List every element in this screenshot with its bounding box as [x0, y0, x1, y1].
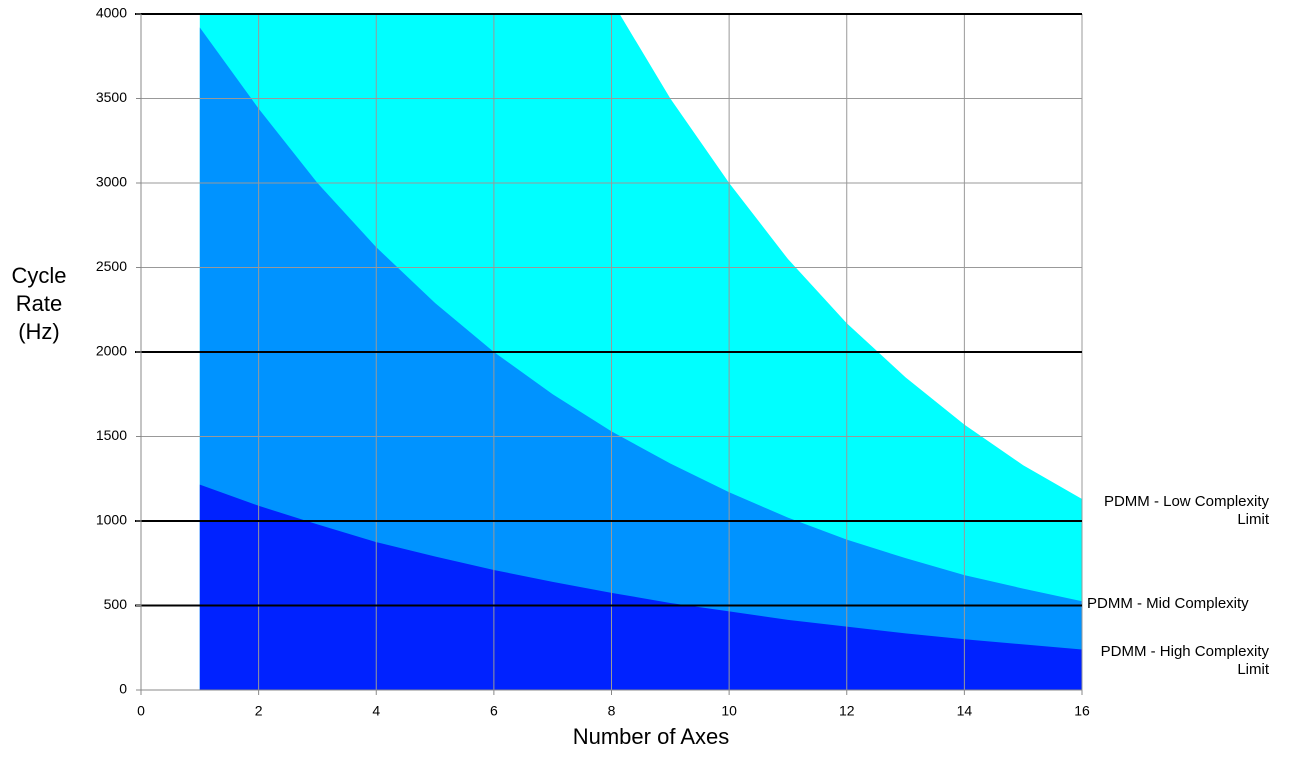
area [199, 484, 1082, 690]
series-label: PDMM - Mid Complexity [1087, 595, 1249, 613]
areas [199, 14, 1082, 690]
x-tick-label: 4 [372, 703, 380, 719]
y-tick-label: 2500 [96, 258, 127, 274]
x-tick-label: 10 [721, 703, 737, 719]
x-tick-label: 2 [255, 703, 263, 719]
x-tick-label: 12 [839, 703, 855, 719]
y-tick-label: 500 [104, 596, 128, 612]
x-tick-label: 0 [137, 703, 145, 719]
grid [135, 13, 1083, 691]
y-tick-label: 1000 [96, 512, 127, 528]
x-tick-label: 16 [1074, 703, 1090, 719]
x-tick-label: 6 [490, 703, 498, 719]
y-tick-label: 0 [119, 681, 127, 697]
x-axis-title: Number of Axes [573, 724, 730, 749]
series-label: PDMM - Low Complexity Limit [1103, 493, 1269, 529]
y-tick-label: 2000 [96, 343, 127, 359]
series-label: PDMM - High Complexity Limit [1100, 643, 1269, 679]
y-tick-label: 3000 [96, 174, 127, 190]
area [199, 27, 1082, 690]
y-axis-title: Rate [16, 291, 62, 316]
y-axis-title: Cycle [11, 263, 66, 288]
y-tick-label: 3500 [96, 89, 127, 105]
y-axis-title: (Hz) [18, 319, 60, 344]
x-tick-label: 8 [608, 703, 616, 719]
y-tick-label: 1500 [96, 427, 127, 443]
y-tick-label: 4000 [96, 5, 127, 21]
x-tick-label: 14 [957, 703, 973, 719]
